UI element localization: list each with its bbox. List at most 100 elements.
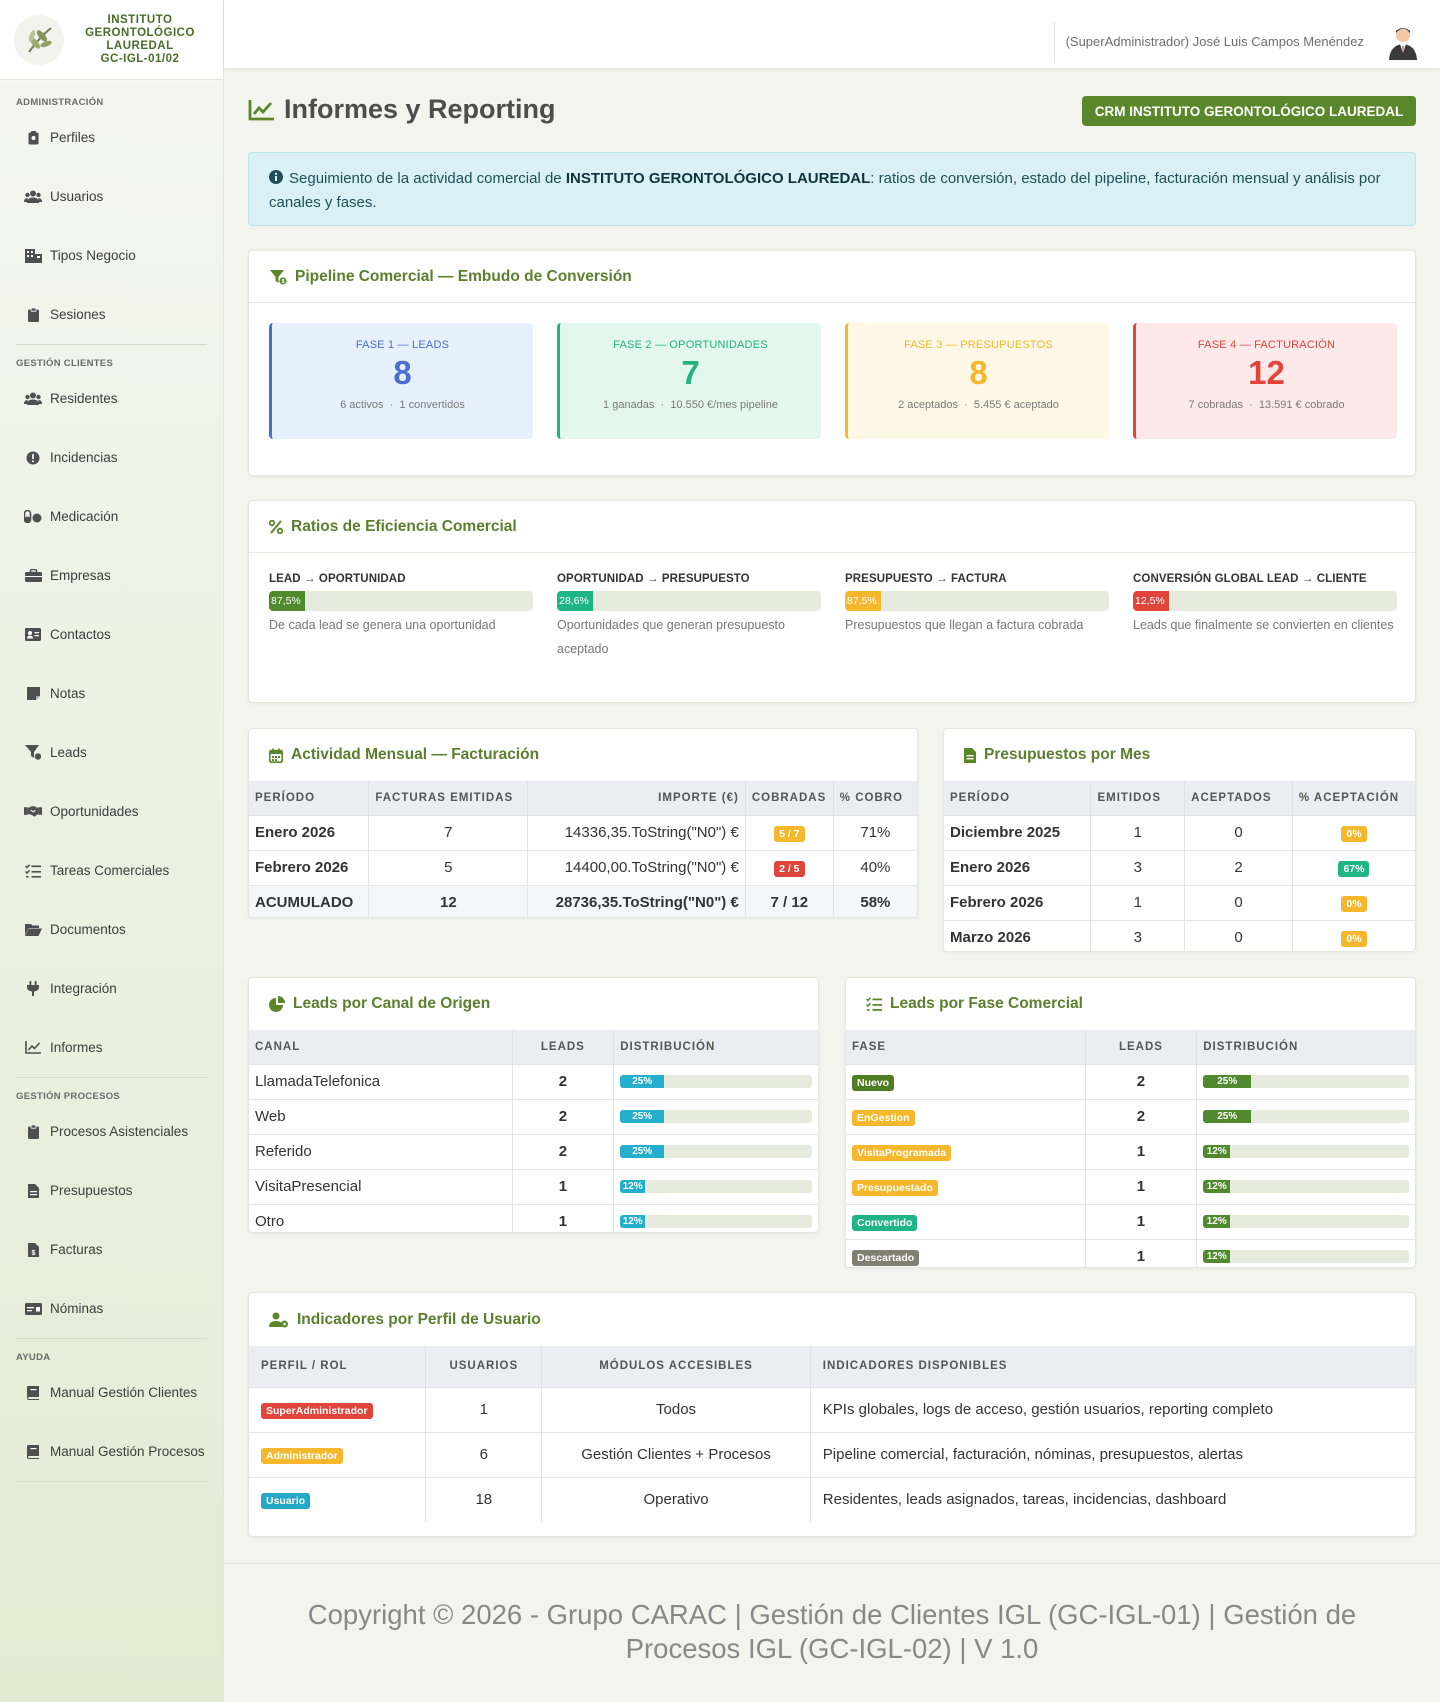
sidebar-item-empresas[interactable]: Empresas xyxy=(0,546,223,605)
sidebar-item-usuarios[interactable]: Usuarios xyxy=(0,167,223,226)
column-header[interactable]: DISTRIBUCIÓN xyxy=(1196,1030,1415,1064)
role-badge: Usuario xyxy=(261,1492,311,1509)
column-header[interactable]: PERFIL / ROL xyxy=(249,1346,427,1387)
sidebar-item-tipos-negocio[interactable]: Tipos Negocio xyxy=(0,226,223,285)
acceptance-cell: 0% xyxy=(1292,884,1415,920)
column-header[interactable]: PERÍODO xyxy=(249,781,370,815)
distribution-cell: 12% xyxy=(1196,1168,1415,1204)
sidebar-item-documentos[interactable]: Documentos xyxy=(0,900,223,959)
ratio-label: OPORTUNIDAD → PRESUPUESTO xyxy=(557,573,750,585)
alert-text-pre: Seguimiento de la actividad comercial de xyxy=(289,170,566,187)
column-header[interactable]: COBRADAS xyxy=(745,781,834,815)
sidebar-item-contactos[interactable]: Contactos xyxy=(0,605,223,664)
profiles-card-header: Indicadores por Perfil de Usuario xyxy=(249,1293,1415,1346)
column-header[interactable]: LEADS xyxy=(512,1030,615,1064)
column-header[interactable]: CANAL xyxy=(249,1030,513,1064)
distribution-fill: 12% xyxy=(1203,1145,1231,1158)
sidebar-item-perfiles[interactable]: Perfiles xyxy=(0,108,223,167)
name-cell: Nuevo xyxy=(846,1063,1086,1099)
column-header[interactable]: EMITIDOS xyxy=(1090,781,1186,815)
sticky-note-icon xyxy=(24,687,42,701)
distribution-bar: 25% xyxy=(1203,1075,1409,1088)
sidebar-item-informes[interactable]: Informes xyxy=(0,1018,223,1077)
file-invoice-icon xyxy=(24,1183,42,1198)
table-row: Descartado 1 12% xyxy=(846,1238,1415,1267)
distribution-cell: 25% xyxy=(1196,1098,1415,1134)
sidebar-item-label: Oportunidades xyxy=(50,804,139,819)
sidebar-item-procesos-asistenciales[interactable]: Procesos Asistenciales xyxy=(0,1102,223,1161)
sidebar-item-tareas-comerciales[interactable]: Tareas Comerciales xyxy=(0,841,223,900)
sidebar-item-leads[interactable]: Leads xyxy=(0,723,223,782)
sidebar-item-medicaci-n[interactable]: Medicación xyxy=(0,487,223,546)
sidebar-section-title: GESTIÓN PROCESOS xyxy=(16,1091,121,1102)
distribution-bar: 25% xyxy=(1203,1110,1409,1123)
ratio-label: CONVERSIÓN GLOBAL LEAD → CLIENTE xyxy=(1133,573,1367,585)
user-name[interactable]: (SuperAdministrador) José Luis Campos Me… xyxy=(1065,34,1364,49)
users-icon xyxy=(24,392,42,406)
sidebar-item-presupuestos[interactable]: Presupuestos xyxy=(0,1161,223,1220)
distribution-bar: 12% xyxy=(1203,1250,1409,1264)
sidebar-item-facturas[interactable]: $ Facturas xyxy=(0,1220,223,1279)
column-header[interactable]: FACTURAS EMITIDAS xyxy=(368,781,529,815)
sidebar-item-incidencias[interactable]: Incidencias xyxy=(0,428,223,487)
phase-badge: Convertido xyxy=(852,1214,918,1231)
sidebar-divider xyxy=(16,344,207,345)
column-header[interactable]: % COBRO xyxy=(833,781,917,815)
paid-badge: 2 / 5 xyxy=(774,860,805,877)
sidebar-item-label: Tipos Negocio xyxy=(50,248,136,263)
pipeline-stage[interactable]: FASE 2 — OPORTUNIDADES 7 1 ganadas · 10.55… xyxy=(557,323,821,439)
sidebar-item-residentes[interactable]: Residentes xyxy=(0,369,223,428)
avatar[interactable] xyxy=(1386,24,1420,60)
column-header[interactable]: ACEPTADOS xyxy=(1184,781,1293,815)
sidebar-divider xyxy=(16,1338,207,1339)
sidebar-item-sesiones[interactable]: Sesiones xyxy=(0,285,223,344)
sidebar-item-manual-gesti-n-procesos[interactable]: Manual Gestión Procesos xyxy=(0,1422,223,1481)
sidebar-item-n-minas[interactable]: Nóminas xyxy=(0,1279,223,1338)
sidebar-item-label: Leads xyxy=(50,745,87,760)
pipeline-stage[interactable]: FASE 4 — FACTURACIÓN 12 7 cobradas · 13.59… xyxy=(1133,323,1397,439)
stage-sub: 2 aceptados · 5.455 € aceptado xyxy=(898,399,1059,411)
period-cell: Marzo 2026 xyxy=(944,919,1092,951)
sidebar-item-label: Incidencias xyxy=(50,450,118,465)
distribution-fill: 12% xyxy=(1203,1180,1231,1193)
sidebar-item-oportunidades[interactable]: Oportunidades xyxy=(0,782,223,841)
column-header[interactable]: MÓDULOS ACCESIBLES xyxy=(541,1346,811,1387)
ratio-progress-fill: 12,5% xyxy=(1133,591,1169,611)
column-header[interactable]: % ACEPTACIÓN xyxy=(1292,781,1415,815)
column-header[interactable]: IMPORTE (€) xyxy=(527,781,746,815)
role-badge: Administrador xyxy=(261,1447,343,1464)
pipeline-stage[interactable]: FASE 3 — PRESUPUESTOS 8 2 aceptados · 5.45… xyxy=(845,323,1109,439)
name-cell: Referido xyxy=(249,1133,513,1169)
budgets-card: Presupuestos por Mes PERÍODO EMITIDOS ACEP… xyxy=(943,728,1416,952)
profiles-card: Indicadores por Perfil de Usuario PERFIL… xyxy=(248,1292,1416,1537)
crm-button[interactable]: CRM INSTITUTO GERONTOLÓGICO LAUREDAL xyxy=(1082,96,1416,126)
users-cell: 1 xyxy=(425,1386,543,1432)
sidebar-divider xyxy=(16,1077,207,1078)
accepted-cell: 0 xyxy=(1184,919,1293,951)
column-header[interactable]: FASE xyxy=(846,1030,1086,1064)
acceptance-cell: 0% xyxy=(1292,919,1415,951)
period-cell: Diciembre 2025 xyxy=(944,814,1092,850)
sidebar-item-integraci-n[interactable]: Integración xyxy=(0,959,223,1018)
phase-badge: Nuevo xyxy=(852,1074,895,1091)
pills-icon xyxy=(24,510,42,524)
column-header[interactable]: DISTRIBUCIÓN xyxy=(613,1030,818,1064)
sidebar-item-manual-gesti-n-clientes[interactable]: Manual Gestión Clientes xyxy=(0,1363,223,1422)
sidebar-item-notas[interactable]: Notas xyxy=(0,664,223,723)
info-circle-icon xyxy=(269,170,283,184)
tasks-icon xyxy=(24,863,42,878)
pipeline-stage[interactable]: FASE 1 — LEADS 8 6 activos · 1 convertidos xyxy=(269,323,533,439)
brand-line-3: LAUREDAL xyxy=(106,39,174,52)
column-header[interactable]: INDICADORES DISPONIBLES xyxy=(810,1346,1415,1387)
column-header[interactable]: USUARIOS xyxy=(425,1346,543,1387)
acceptance-cell: 0% xyxy=(1292,814,1415,850)
briefcase-icon xyxy=(24,569,42,583)
users-cog-icon xyxy=(269,1312,288,1327)
brand[interactable]: INSTITUTO GERONTOLÓGICO LAUREDAL GC-IGL-… xyxy=(0,0,223,80)
role-cell: Usuario xyxy=(249,1476,427,1522)
period-cell: Febrero 2026 xyxy=(249,849,370,885)
column-header[interactable]: LEADS xyxy=(1085,1030,1198,1064)
column-header[interactable]: PERÍODO xyxy=(944,781,1092,815)
distribution-cell: 12% xyxy=(1196,1133,1415,1169)
role-cell: SuperAdministrador xyxy=(249,1386,427,1432)
